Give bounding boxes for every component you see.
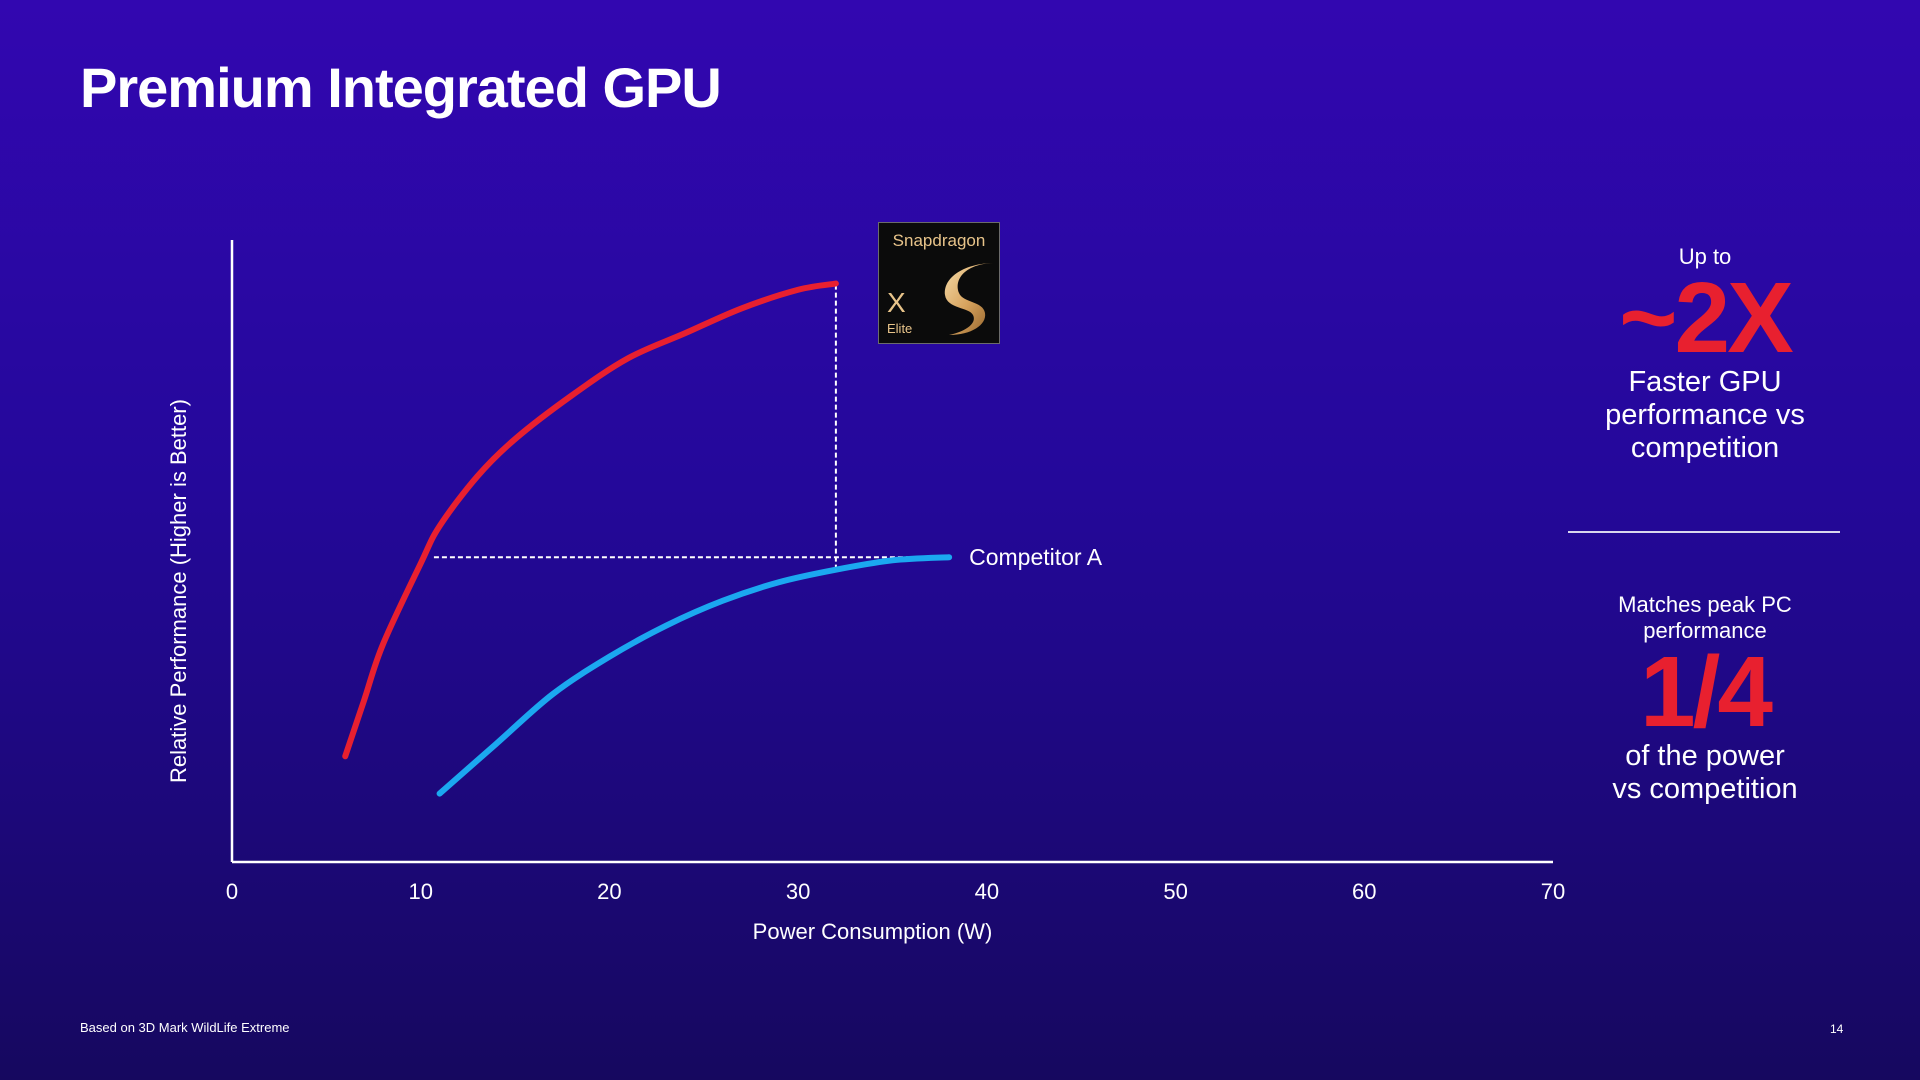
callout-quarter-power: Matches peak PC performance 1/4 of the p…: [1565, 592, 1845, 806]
snapdragon-s-logo-icon: [944, 263, 995, 335]
badge-brand: Snapdragon: [892, 231, 986, 250]
page-number: 14: [1830, 1022, 1844, 1036]
callout-2x-line2: performance vs: [1605, 399, 1805, 431]
competitor-a-series-line: [436, 554, 953, 797]
x-tick-label: 50: [1163, 879, 1187, 904]
callout-2x: Up to ~2X Faster GPU performance vs comp…: [1565, 244, 1845, 465]
badge-model: X: [887, 287, 906, 318]
callout-2x-prefix: Up to: [1678, 244, 1732, 269]
callout-divider: [1568, 531, 1840, 533]
x-tick-label: 0: [226, 879, 238, 904]
reference-lines: [433, 283, 950, 570]
chart-labels: Competitor A Power Consumption (W) Relativ…: [166, 399, 1103, 944]
x-tick-label: 70: [1541, 879, 1565, 904]
callout-quarter-headline: 1/4: [1639, 636, 1773, 748]
footnote: Based on 3D Mark WildLife Extreme: [80, 1020, 290, 1035]
y-axis-title: Relative Performance (Higher is Better): [166, 399, 191, 783]
callout-2x-line3: competition: [1630, 432, 1780, 464]
x-tick-label: 60: [1352, 879, 1376, 904]
chart-axes: [230, 240, 1553, 864]
callout-quarter-line2: vs competition: [1612, 773, 1798, 805]
x-tick-labels: 0 10 20 30 40 50 60 70: [226, 879, 1565, 904]
x-tick-label: 30: [786, 879, 810, 904]
competitor-a-label: Competitor A: [969, 544, 1103, 570]
callout-quarter-prefix-1: Matches peak PC: [1618, 592, 1792, 617]
x-tick-label: 20: [597, 879, 621, 904]
x-tick-label: 40: [975, 879, 999, 904]
callout-quarter-prefix-2: performance: [1643, 618, 1767, 643]
callout-quarter-line1: of the power: [1625, 740, 1785, 772]
snapdragon-x-elite-badge: Snapdragon X Elite: [878, 222, 1000, 344]
snapdragon-series-line: [342, 280, 839, 760]
x-tick-label: 10: [408, 879, 432, 904]
callout-2x-line1: Faster GPU: [1628, 366, 1782, 398]
chart-series: [342, 280, 953, 797]
page-title: Premium Integrated GPU: [80, 56, 722, 119]
badge-tier: Elite: [887, 321, 913, 336]
x-axis-title: Power Consumption (W): [753, 919, 993, 944]
callout-2x-headline: ~2X: [1619, 262, 1794, 374]
